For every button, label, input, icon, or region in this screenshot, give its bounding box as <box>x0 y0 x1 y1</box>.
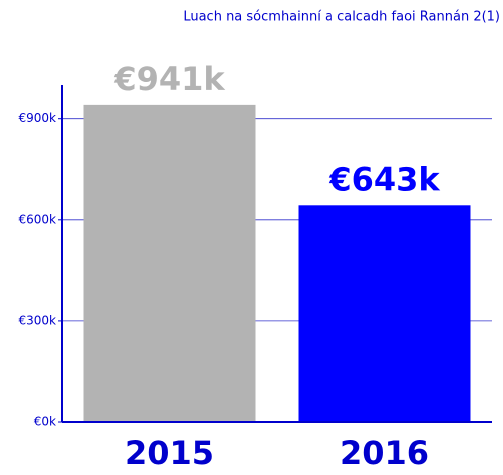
y-tick-label: €0k <box>34 415 56 429</box>
y-tick-label: €300k <box>19 313 57 327</box>
y-tick-label: €600k <box>19 212 57 226</box>
value-label: €941k <box>113 60 225 98</box>
value-label: €643k <box>328 160 440 198</box>
chart-title: Luach na sócmhainní a calcadh faoi Ranná… <box>183 10 500 25</box>
bar <box>298 205 471 422</box>
y-tick-label: €900k <box>19 111 57 125</box>
x-tick-label: 2015 <box>125 434 214 472</box>
x-tick-label: 2016 <box>340 434 429 472</box>
bar <box>83 104 256 423</box>
